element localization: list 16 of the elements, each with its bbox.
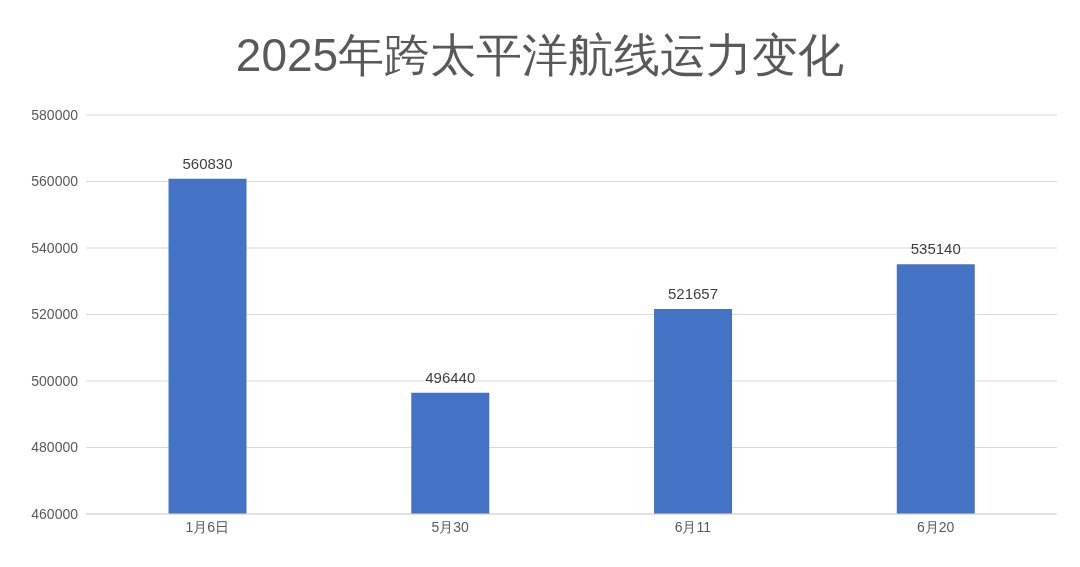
data-label: 535140: [910, 240, 961, 258]
y-tick-label: 580000: [31, 106, 79, 123]
y-tick-label: 520000: [31, 306, 79, 323]
x-tick-label: 1月6日: [185, 518, 230, 535]
x-tick-label: 5月30: [431, 518, 470, 535]
y-tick-label: 560000: [31, 173, 79, 190]
chart-title: 2025年跨太平洋航线运力变化: [234, 27, 846, 83]
data-label: 496440: [425, 368, 476, 386]
y-tick-label: 460000: [31, 505, 79, 522]
y-tick-label: 540000: [31, 239, 79, 256]
data-label: 521657: [668, 284, 719, 302]
data-label: 560830: [182, 154, 233, 172]
y-tick-label: 480000: [31, 439, 79, 456]
x-tick-label: 6月11: [674, 518, 712, 535]
y-tick-label: 500000: [31, 372, 79, 389]
x-tick-label: 6月20: [916, 518, 955, 535]
